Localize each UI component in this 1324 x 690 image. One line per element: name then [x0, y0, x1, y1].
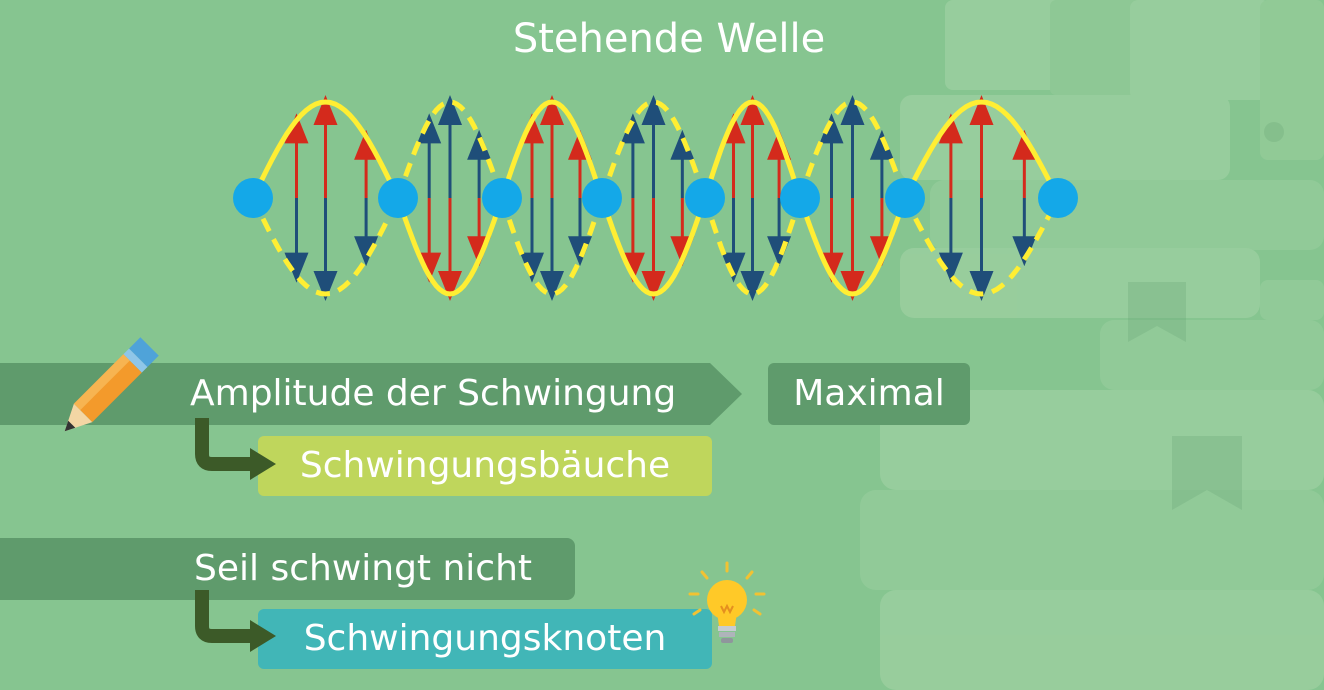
wave-node-dot	[780, 178, 820, 218]
wave-node-dot	[685, 178, 725, 218]
wave-curve-dashed	[499, 197, 605, 297]
antinodes-result-badge: Schwingungsbäuche	[258, 436, 712, 496]
amplitude-value-badge: Maximal	[768, 363, 970, 425]
nodes-result-badge: Schwingungsknoten	[258, 609, 712, 669]
wave-curve-dashed	[702, 197, 803, 297]
wave-curve-solid	[702, 99, 803, 199]
wave-node-dot	[482, 178, 522, 218]
wave-curve-dashed	[902, 196, 1061, 297]
wave-curve-solid	[499, 99, 605, 199]
wave-curve-solid	[902, 99, 1061, 200]
page-title: Stehende Welle	[512, 16, 826, 62]
wave-curve-solid	[250, 99, 401, 200]
wave-node-dot	[233, 178, 273, 218]
wave-curve-solid	[395, 197, 505, 297]
rope-still-label-band: Seil schwingt nicht	[0, 538, 575, 600]
wave-curve-solid	[797, 197, 908, 297]
wave-node-dot	[378, 178, 418, 218]
wave-curve-dashed	[797, 99, 908, 199]
pencil-icon	[64, 337, 159, 432]
connector-arrow-icon	[195, 590, 276, 652]
wave-curve-dashed	[250, 196, 401, 297]
wave-node-dot	[582, 178, 622, 218]
lightbulb-icon	[688, 561, 766, 643]
wave-curve-dashed	[395, 99, 505, 199]
wave-curve-dashed	[599, 99, 708, 199]
wave-node-dot	[1038, 178, 1078, 218]
wave-curve-solid	[599, 197, 708, 297]
wave-node-dot	[885, 178, 925, 218]
connector-arrow-icon	[195, 418, 276, 480]
